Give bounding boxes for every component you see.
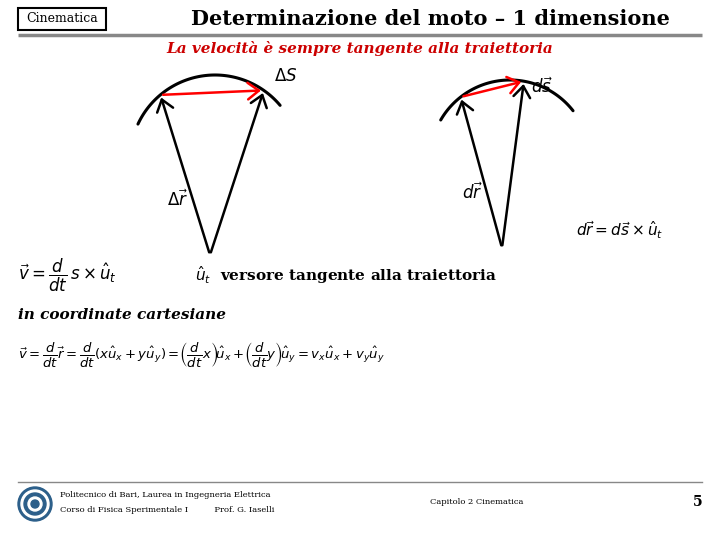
Text: $\Delta S$: $\Delta S$ <box>274 69 297 85</box>
Circle shape <box>24 493 46 515</box>
Text: 5: 5 <box>693 495 703 509</box>
Text: La velocità è sempre tangente alla traiettoria: La velocità è sempre tangente alla traie… <box>166 42 554 57</box>
Text: $d\vec{r}$: $d\vec{r}$ <box>462 183 482 203</box>
Text: $\Delta\vec{r}$: $\Delta\vec{r}$ <box>167 190 189 210</box>
FancyBboxPatch shape <box>18 8 106 30</box>
Text: $d\vec{r} = d\vec{s} \times \hat{u}_t$: $d\vec{r} = d\vec{s} \times \hat{u}_t$ <box>576 219 664 241</box>
Text: Determinazione del moto – 1 dimensione: Determinazione del moto – 1 dimensione <box>191 9 670 29</box>
Text: in coordinate cartesiane: in coordinate cartesiane <box>18 308 226 322</box>
Text: Cinematica: Cinematica <box>26 12 98 25</box>
Circle shape <box>21 490 49 518</box>
Text: Capitolo 2 Cinematica: Capitolo 2 Cinematica <box>430 498 523 506</box>
Text: $\vec{v} = \dfrac{d}{dt}\,s \times \hat{u}_t$: $\vec{v} = \dfrac{d}{dt}\,s \times \hat{… <box>18 256 117 294</box>
Text: $\vec{v} = \dfrac{d}{dt}\vec{r} = \dfrac{d}{dt}(x\hat{u}_x + y\hat{u}_y) = \!\le: $\vec{v} = \dfrac{d}{dt}\vec{r} = \dfrac… <box>18 341 385 369</box>
Text: $\hat{u}_t$  versore tangente alla traiettoria: $\hat{u}_t$ versore tangente alla traiet… <box>195 264 497 286</box>
Circle shape <box>18 487 52 521</box>
Text: Corso di Fisica Sperimentale I          Prof. G. Iaselli: Corso di Fisica Sperimentale I Prof. G. … <box>60 506 274 514</box>
Circle shape <box>28 497 42 511</box>
Text: $d\vec{s}$: $d\vec{s}$ <box>531 77 553 97</box>
Circle shape <box>31 500 39 508</box>
Text: Politecnico di Bari, Laurea in Ingegneria Elettrica: Politecnico di Bari, Laurea in Ingegneri… <box>60 491 271 499</box>
